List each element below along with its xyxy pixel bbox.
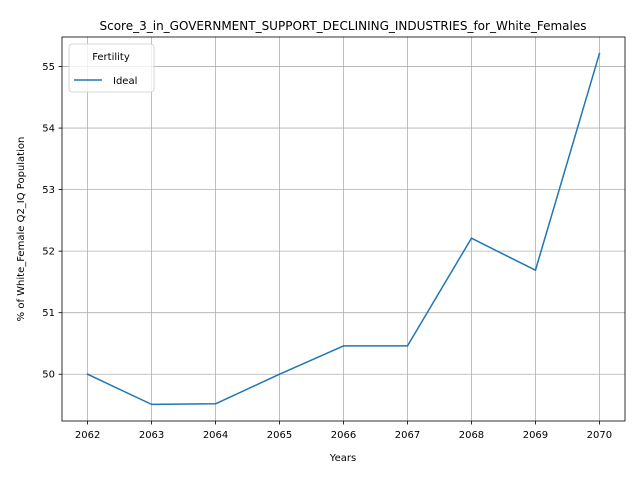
y-tick-label: 54 xyxy=(42,124,55,135)
data-point-ideal xyxy=(86,373,89,376)
data-point-ideal xyxy=(470,237,473,240)
x-tick-label: 2068 xyxy=(459,430,484,441)
x-tick-label: 2062 xyxy=(75,430,100,441)
y-axis-label: % of White_Female Q2_IQ Population xyxy=(16,137,27,322)
data-point-ideal xyxy=(534,269,537,272)
y-tick-label: 53 xyxy=(42,185,55,196)
legend-title: Fertility xyxy=(92,52,130,63)
data-point-ideal xyxy=(342,345,345,347)
x-tick-label: 2066 xyxy=(331,430,356,441)
x-tick-label: 2065 xyxy=(267,430,292,441)
data-point-ideal xyxy=(598,52,601,55)
y-tick-label: 55 xyxy=(42,62,55,73)
x-tick-label: 2069 xyxy=(523,430,548,441)
data-point-ideal xyxy=(278,373,281,376)
x-axis-ticks: 2062 2063 2064 2065 2066 2067 2068 2069 2070 xyxy=(75,421,612,441)
y-axis-ticks: 50 51 52 53 54 55 xyxy=(42,62,62,381)
y-tick-label: 51 xyxy=(42,308,55,319)
legend: Fertility Ideal xyxy=(68,43,155,93)
y-tick-label: 52 xyxy=(42,247,55,258)
chart-title: Score_3_in_GOVERNMENT_SUPPORT_DECLINING_… xyxy=(100,19,587,33)
legend-label-ideal: Ideal xyxy=(113,76,137,87)
x-tick-label: 2064 xyxy=(203,430,228,441)
data-point-ideal xyxy=(214,402,217,405)
x-axis-label: Years xyxy=(329,453,356,464)
data-point-ideal xyxy=(406,345,409,347)
y-tick-label: 50 xyxy=(42,370,55,381)
grid xyxy=(62,37,625,421)
x-tick-label: 2070 xyxy=(587,430,612,441)
series-layer xyxy=(86,52,601,406)
data-point-ideal xyxy=(150,403,153,406)
x-tick-label: 2067 xyxy=(395,430,420,441)
x-tick-label: 2063 xyxy=(139,430,164,441)
